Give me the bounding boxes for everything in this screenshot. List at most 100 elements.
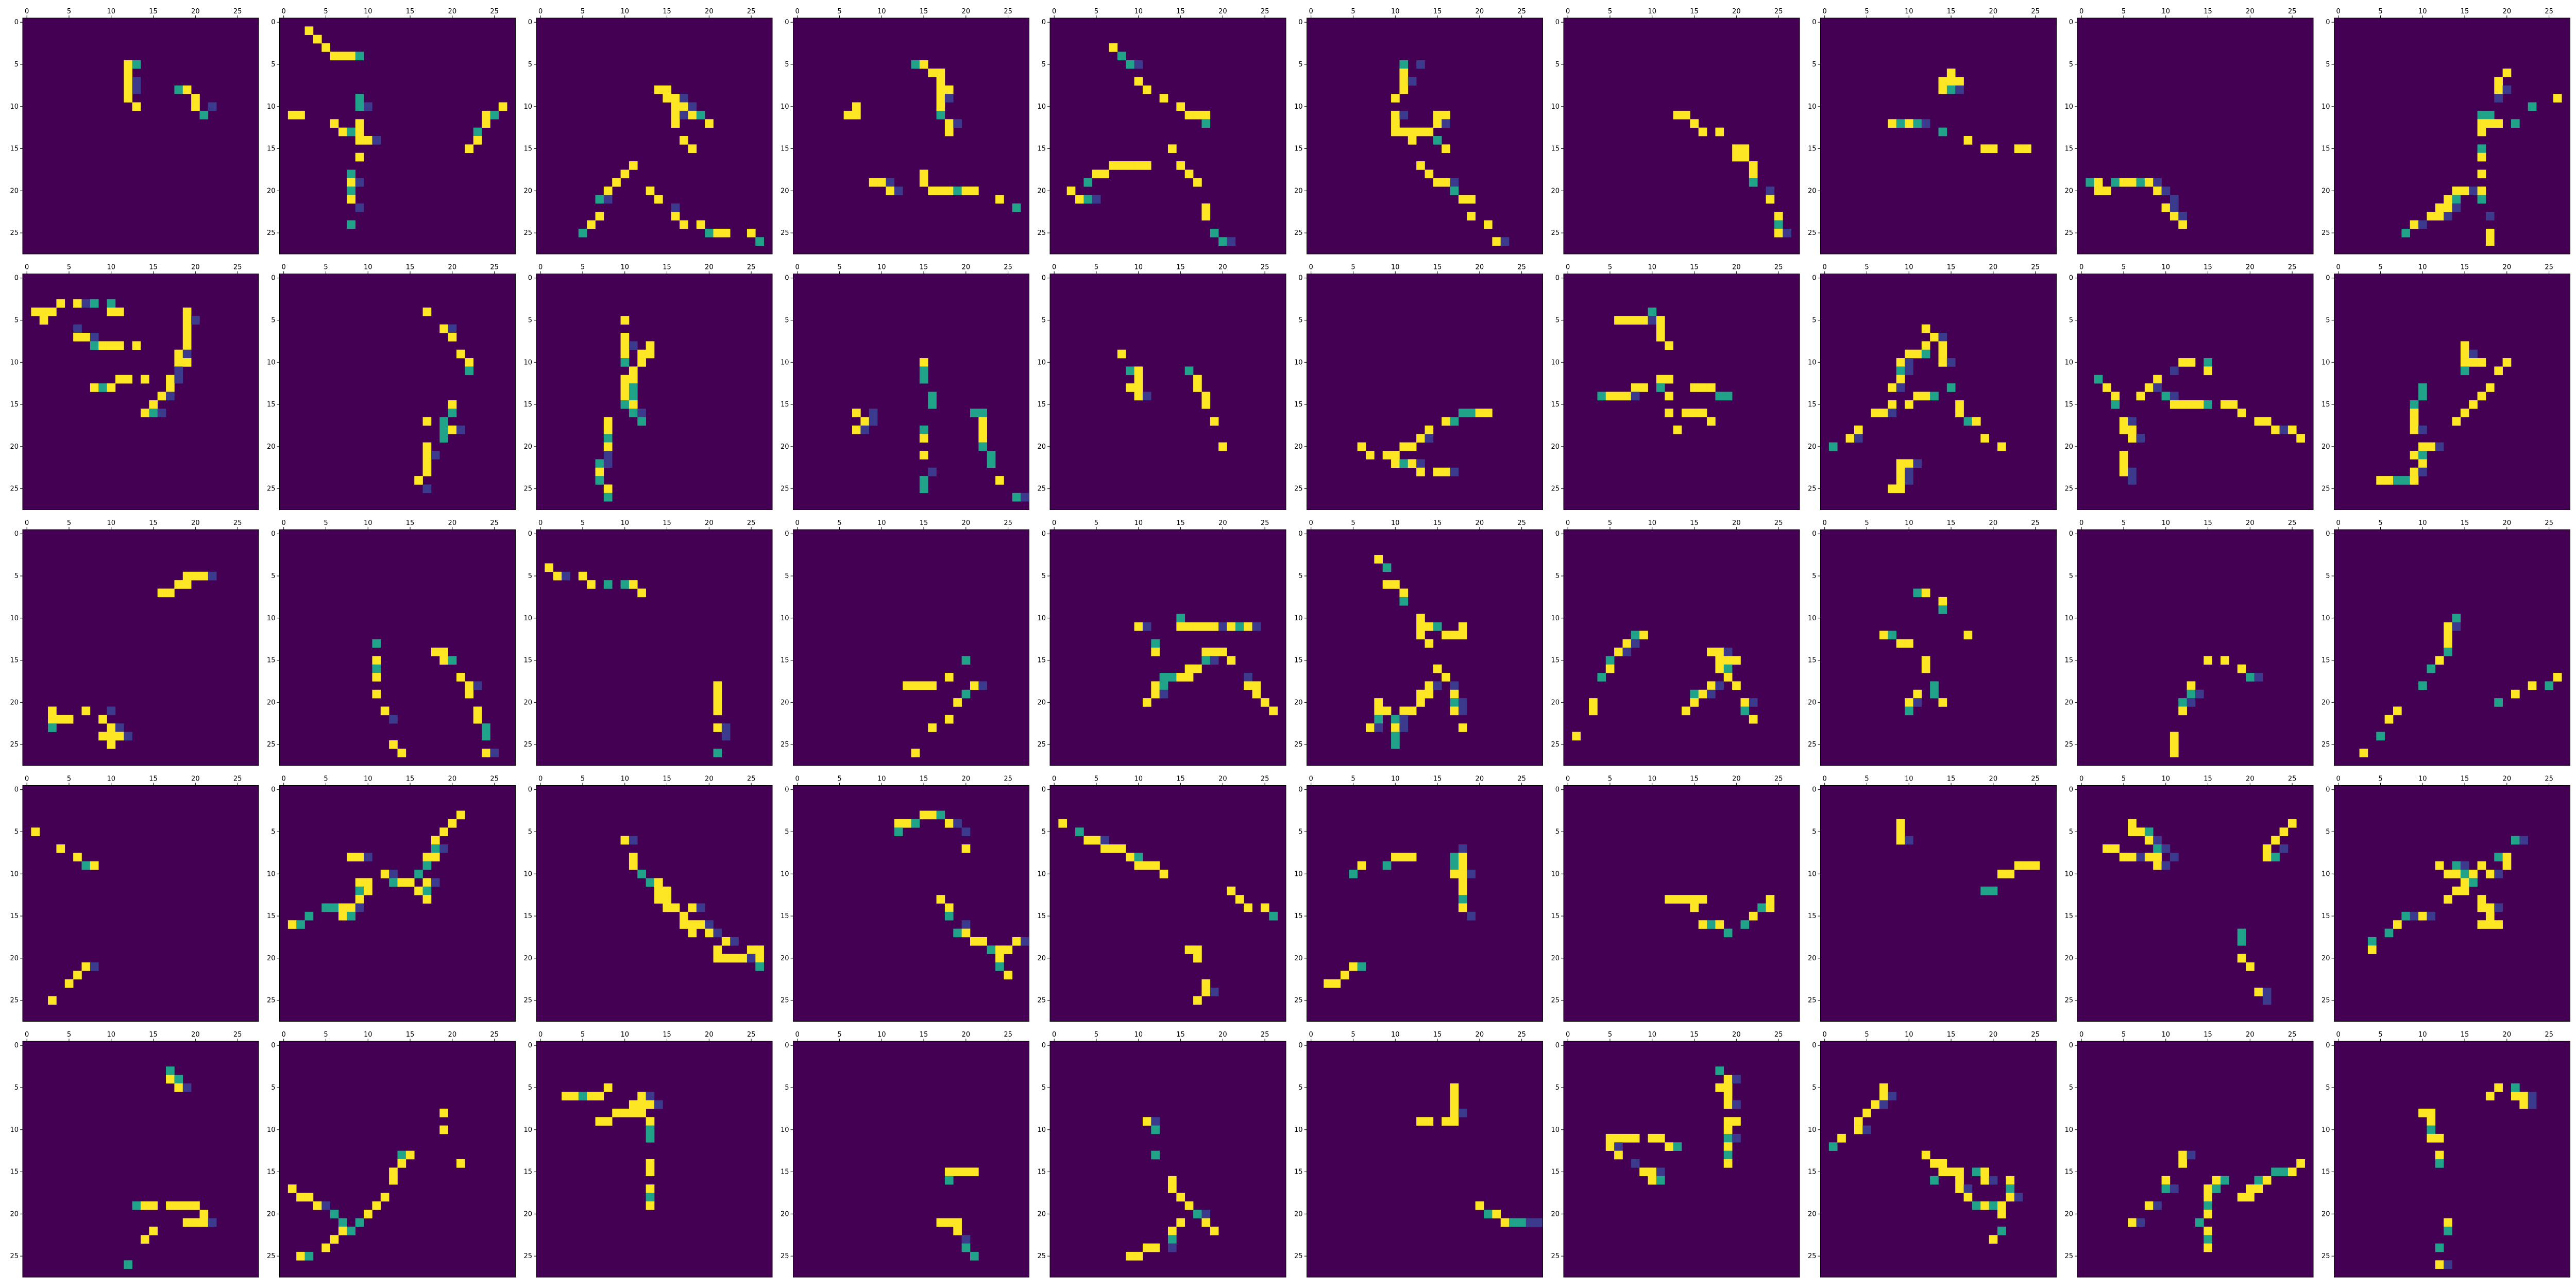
heatmap-cell: [1184, 622, 1194, 631]
x-tick-label: 20: [705, 8, 714, 15]
y-tick-label: 0: [1555, 530, 1560, 538]
y-tick-label: 25: [1808, 229, 1817, 237]
heatmap-cell: [1399, 597, 1409, 606]
x-tick-label: 5: [324, 264, 328, 272]
y-tick-label: 15: [1294, 1168, 1303, 1176]
heatmap-cell: [1879, 1100, 1888, 1109]
heatmap-cell: [1357, 962, 1366, 971]
heatmap-cell: [1142, 161, 1151, 170]
x-tick-label: 0: [282, 519, 286, 527]
panel-frame: [1049, 529, 1286, 766]
x-tick-label: 0: [2079, 1031, 2083, 1039]
panel-frame: [1563, 18, 1800, 255]
x-tick-label: 0: [1823, 1031, 1827, 1039]
heatmap-cell: [1980, 434, 1989, 443]
heatmap-cell: [372, 1201, 381, 1210]
heatmap-cell: [1416, 614, 1425, 623]
x-tick-label: 5: [324, 519, 328, 527]
heatmap-cell: [1168, 1235, 1177, 1244]
heatmap-cell: [911, 749, 920, 757]
x-tick-label: 10: [1134, 8, 1143, 15]
x-tick-label: 5: [2122, 8, 2126, 15]
heatmap-cell: [1252, 689, 1261, 699]
heatmap-cell: [2103, 844, 2111, 853]
heatmap-cell: [1896, 484, 1905, 494]
x-tick-label: 25: [490, 8, 499, 15]
heatmap-cell: [1715, 127, 1724, 137]
heatmap-cell: [473, 681, 482, 690]
heatmap-cell: [304, 911, 314, 921]
panel-frame: [1307, 529, 1543, 766]
heatmap-cell: [1682, 110, 1690, 120]
y-tick-label: 20: [2064, 955, 2073, 962]
y-tick-label: 0: [1812, 1042, 1816, 1049]
heatmap-cell: [1201, 988, 1211, 996]
heatmap-cell: [2170, 853, 2179, 862]
heatmap-cell: [1723, 1133, 1733, 1143]
heatmap-cell: [1142, 1117, 1151, 1126]
heatmap-cell: [98, 383, 107, 392]
heatmap-cell: [115, 341, 124, 350]
heatmap-cell: [680, 220, 688, 229]
x-tick-label: 0: [1052, 775, 1056, 783]
heatmap-cell: [321, 43, 330, 52]
y-tick-label: 25: [10, 997, 19, 1005]
y-tick-label: 15: [1808, 912, 1817, 920]
x-tick-label: 25: [2288, 775, 2297, 783]
panel-frame: [1049, 1041, 1286, 1278]
heatmap-cell: [1100, 844, 1109, 853]
heatmap-cell: [1193, 110, 1202, 120]
heatmap-cell: [1639, 383, 1648, 392]
x-tick-label: 0: [25, 519, 29, 527]
heatmap-cell: [397, 1159, 406, 1168]
heatmap-cell: [1715, 648, 1724, 656]
heatmap-cell: [2229, 400, 2238, 409]
heatmap-cell: [755, 962, 764, 971]
y-tick-label: 5: [1042, 1084, 1046, 1092]
heatmap-cell: [1930, 392, 1939, 401]
heatmap-cell: [2006, 1176, 2015, 1185]
heatmap-cell: [2128, 434, 2137, 443]
heatmap-cell: [646, 1201, 655, 1210]
heatmap-cell: [1450, 1117, 1459, 1126]
heatmap-cell: [1715, 920, 1724, 929]
x-tick-label: 5: [1865, 775, 1869, 783]
x-tick-label: 10: [1391, 8, 1400, 15]
x-tick-label: 15: [1176, 519, 1185, 527]
panel-frame: [2334, 785, 2570, 1022]
heatmap-cell: [2427, 1108, 2436, 1117]
heatmap-cell: [2477, 152, 2486, 162]
heatmap-cell: [1092, 836, 1101, 845]
heatmap-cell: [482, 110, 490, 120]
heatmap-cell: [81, 861, 91, 870]
x-tick-label: 0: [538, 519, 543, 527]
heatmap-cell: [380, 706, 389, 716]
heatmap-cell: [1218, 237, 1227, 246]
x-tick-label: 20: [962, 1031, 971, 1039]
heatmap-cell: [1458, 1108, 1467, 1117]
heatmap-cell: [166, 1066, 175, 1075]
y-tick-label: 10: [10, 103, 19, 111]
heatmap-cell: [2094, 375, 2103, 384]
heatmap-cell: [688, 144, 697, 154]
y-tick-label: 0: [271, 275, 275, 282]
x-tick-label: 15: [920, 519, 928, 527]
y-tick-label: 0: [1555, 786, 1560, 794]
x-tick-label: 10: [1134, 1031, 1143, 1039]
heatmap-cell: [2410, 476, 2419, 485]
heatmap-cell: [1201, 979, 1211, 988]
heatmap-cell: [372, 639, 381, 648]
heatmap-cell: [330, 1210, 339, 1218]
heatmap-cell: [1766, 195, 1775, 204]
heatmap-cell: [141, 1235, 149, 1244]
x-tick-label: 15: [663, 519, 671, 527]
heatmap-cell: [2410, 911, 2419, 921]
heatmap-cell: [1715, 392, 1724, 401]
y-tick-label: 15: [781, 657, 789, 665]
heatmap-cell: [2401, 228, 2411, 238]
heatmap-cell: [680, 102, 688, 111]
heatmap-cell: [2452, 870, 2461, 878]
heatmap-cell: [961, 187, 971, 195]
